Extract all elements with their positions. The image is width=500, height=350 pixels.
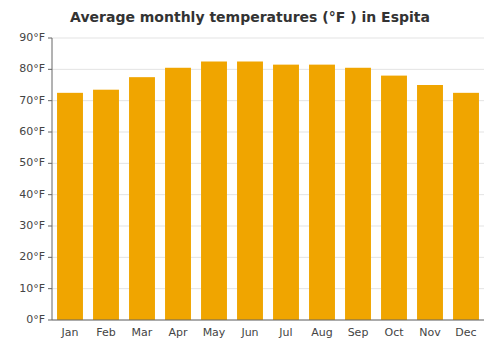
y-tick-label: 60°F (19, 125, 45, 138)
x-axis-line (52, 320, 484, 321)
bar (381, 76, 407, 320)
grid (52, 38, 484, 320)
y-tick (48, 257, 52, 258)
bar (273, 65, 299, 320)
y-tick (48, 69, 52, 70)
y-tick-label: 10°F (19, 282, 45, 295)
x-axis: Jan Feb Mar Apr May Jun Jul Aug Sep Oct Nov Dec (61, 326, 477, 339)
bar (165, 68, 191, 320)
y-tick (48, 288, 52, 289)
x-tick-label: Mar (132, 326, 153, 339)
bar (309, 65, 335, 320)
x-tick-label: Apr (168, 326, 188, 339)
bar (57, 93, 83, 320)
bar (453, 93, 479, 320)
grid-line (52, 69, 484, 70)
x-tick-label: Jan (61, 326, 79, 339)
x-tick-label: May (203, 326, 226, 339)
x-tick-label: Dec (455, 326, 476, 339)
y-tick (48, 194, 52, 195)
bars (57, 62, 479, 321)
y-tick-label: 20°F (19, 250, 45, 263)
x-tick-label: Nov (419, 326, 441, 339)
y-axis: 0°F 10°F 20°F 30°F 40°F 50°F 60°F 70°F 80°F 90°F (19, 31, 52, 326)
y-tick-label: 50°F (19, 156, 45, 169)
x-tick-label: Aug (311, 326, 332, 339)
chart-container: 0°F 10°F 20°F 30°F 40°F 50°F 60°F 70°F 80°F 90°F J… (0, 0, 500, 350)
y-tick (48, 163, 52, 164)
title: Average monthly temperatures (°F ) in Es… (70, 9, 430, 25)
x-tick-label: Sep (348, 326, 369, 339)
y-tick-label: 40°F (19, 188, 45, 201)
y-tick-label: 90°F (19, 31, 45, 44)
y-tick-label: 0°F (26, 313, 45, 326)
y-axis-line (52, 38, 53, 320)
bar (93, 90, 119, 320)
grid-line (52, 38, 484, 39)
chart: 0°F 10°F 20°F 30°F 40°F 50°F 60°F 70°F 80°F 90°F J… (0, 0, 500, 350)
x-tick-label: Jun (240, 326, 258, 339)
bar (345, 68, 371, 320)
x-tick-label: Feb (96, 326, 115, 339)
bar (129, 77, 155, 320)
bar (417, 85, 443, 320)
bar (201, 62, 227, 321)
grid-line (52, 320, 484, 321)
y-tick (48, 320, 52, 321)
y-tick-label: 30°F (19, 219, 45, 232)
bar (237, 62, 263, 321)
y-tick (48, 100, 52, 101)
y-tick (48, 132, 52, 133)
y-tick (48, 38, 52, 39)
y-tick (48, 226, 52, 227)
y-tick-label: 70°F (19, 94, 45, 107)
x-tick-label: Oct (384, 326, 404, 339)
x-tick-label: Jul (278, 326, 292, 339)
y-tick-label: 80°F (19, 62, 45, 75)
